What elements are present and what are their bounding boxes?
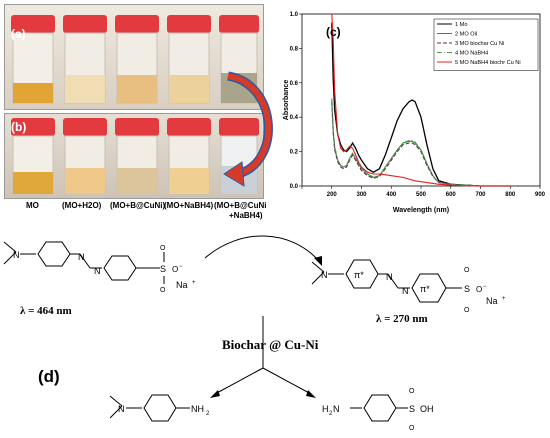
svg-text:N: N	[333, 404, 340, 414]
vial-a-3	[115, 15, 159, 104]
svg-text:N: N	[386, 272, 393, 282]
right-wavelength: λ = 270 nm	[376, 313, 428, 325]
svg-text:−: −	[483, 284, 487, 290]
legend-entry: 3 MO biochar Cu Ni	[455, 41, 504, 47]
svg-text:+: +	[502, 296, 506, 302]
vial-a-1	[11, 15, 55, 104]
legend-entry: 4 MO NaBH4	[455, 51, 488, 57]
series-line-3	[331, 101, 511, 187]
y-tick-label: 1.0	[290, 12, 299, 18]
svg-text:2: 2	[329, 411, 333, 417]
sample-label-1: MO	[26, 201, 39, 210]
x-tick-label: 800	[505, 192, 516, 198]
x-axis-label: Wavelength (nm)	[393, 207, 449, 214]
x-tick-label: 700	[475, 192, 486, 198]
y-tick-label: 0.4	[290, 115, 299, 121]
mo-azo-n2: N	[94, 266, 101, 276]
x-tick-label: 200	[327, 192, 338, 198]
panel-b-label: (b)	[11, 120, 27, 134]
excited-na-label: Na	[486, 296, 498, 306]
legend-entry: 2 MO Oil	[455, 32, 477, 38]
y-tick-label: 0.0	[290, 184, 299, 190]
svg-text:O: O	[409, 388, 415, 395]
methyl-orange-structure	[3, 241, 165, 284]
legend: 1 Mo 2 MO Oil 3 MO biochar Cu Ni 4 MO NaBH4…	[433, 18, 539, 71]
pi-star-2: π*	[420, 284, 430, 294]
svg-text:O: O	[476, 285, 482, 294]
reaction-scheme: N N N S O O O − Na + λ = 464 nm N π* N N π…	[3, 235, 506, 432]
svg-text:O: O	[160, 245, 166, 252]
catalyst-label: Biochar @ Cu-Ni	[222, 337, 319, 352]
svg-text:N: N	[402, 286, 409, 296]
sample-label-2: (MO+H2O)	[62, 201, 102, 210]
vial-b-2	[63, 118, 107, 195]
panel-a-label: (a)	[11, 27, 26, 41]
series-line-4	[331, 98, 511, 187]
y-tick-label: 0.2	[290, 150, 299, 156]
nh2-label: NH	[191, 404, 204, 414]
mo-na-label: Na	[176, 280, 188, 290]
y-tick-label: 0.6	[290, 81, 299, 87]
x-tick-label: 900	[535, 192, 546, 198]
series-line-5	[331, 13, 511, 187]
y-axis-label: Absorbance	[283, 80, 290, 121]
mo-s-atom: S	[160, 264, 166, 274]
vial-a-2	[63, 15, 107, 104]
svg-text:−: −	[179, 264, 183, 270]
product-sulfanilic-acid	[350, 394, 408, 422]
left-wavelength: λ = 464 nm	[20, 305, 72, 317]
photo-panel-a: (a)	[4, 4, 264, 110]
mo-n-atom: N	[13, 250, 20, 260]
sample-label-5: (MO+B@CuNi	[214, 201, 267, 210]
vial-b-1	[11, 118, 55, 195]
svg-text:O: O	[172, 265, 178, 274]
svg-text:O: O	[409, 425, 415, 432]
photo-panel-b: (b)	[4, 113, 264, 199]
uv-vis-chart: 200 300 400 500 600 700 800 900 0.0 0.2 0.4 0.6 0.8 1…	[283, 12, 546, 214]
svg-text:+: +	[192, 280, 196, 286]
svg-text:O: O	[464, 307, 470, 314]
vials-row-a	[11, 15, 259, 104]
excited-mo-structure	[311, 259, 462, 303]
x-tick-label: 400	[386, 192, 397, 198]
panel-c-label: (c)	[326, 25, 341, 39]
panel-d-label: (d)	[38, 367, 60, 386]
curved-arrow	[223, 71, 273, 187]
svg-text:S: S	[409, 404, 415, 414]
legend-entry: 1 Mo	[455, 22, 467, 28]
x-tick-label: 600	[446, 192, 457, 198]
sample-label-4: (MO+NaBH4)	[164, 201, 214, 210]
series-line-1	[331, 22, 511, 187]
svg-text:O: O	[464, 267, 470, 274]
h2n-label: H	[322, 404, 329, 414]
mo-azo-n1: N	[78, 252, 85, 262]
product-dimethylaniline	[109, 394, 190, 422]
svg-text:S: S	[464, 284, 470, 294]
oh-label: OH	[420, 404, 434, 414]
vial-a-4	[167, 15, 211, 104]
legend-entry: 5 MO NaBH4 biochr Cu Ni	[455, 60, 521, 66]
pi-star-1: π*	[354, 270, 364, 280]
x-tick-label: 300	[356, 192, 367, 198]
svg-text:O: O	[160, 287, 166, 294]
vial-b-4	[167, 118, 211, 195]
conversion-arc-arrow	[204, 235, 321, 263]
svg-text:N: N	[118, 404, 125, 414]
vial-b-3	[115, 118, 159, 195]
y-tick-label: 0.8	[290, 46, 299, 52]
x-tick-label: 500	[416, 192, 427, 198]
svg-text:N: N	[321, 270, 328, 280]
sample-label-3: (MO+B@CuNi)	[110, 201, 166, 210]
svg-text:2: 2	[206, 411, 210, 417]
sample-label-6: +NaBH4)	[229, 211, 263, 220]
